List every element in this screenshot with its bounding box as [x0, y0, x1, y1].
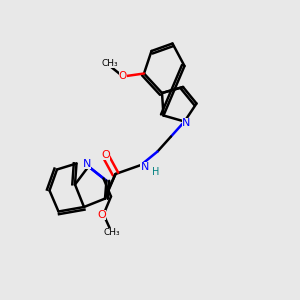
Text: N: N	[182, 118, 190, 128]
Text: N: N	[83, 159, 91, 169]
Text: CH₃: CH₃	[101, 58, 118, 68]
Text: O: O	[98, 209, 106, 220]
Text: N: N	[140, 162, 149, 172]
Text: O: O	[101, 150, 110, 160]
Text: CH₃: CH₃	[103, 228, 120, 237]
Text: O: O	[119, 71, 127, 81]
Text: H: H	[152, 167, 159, 177]
